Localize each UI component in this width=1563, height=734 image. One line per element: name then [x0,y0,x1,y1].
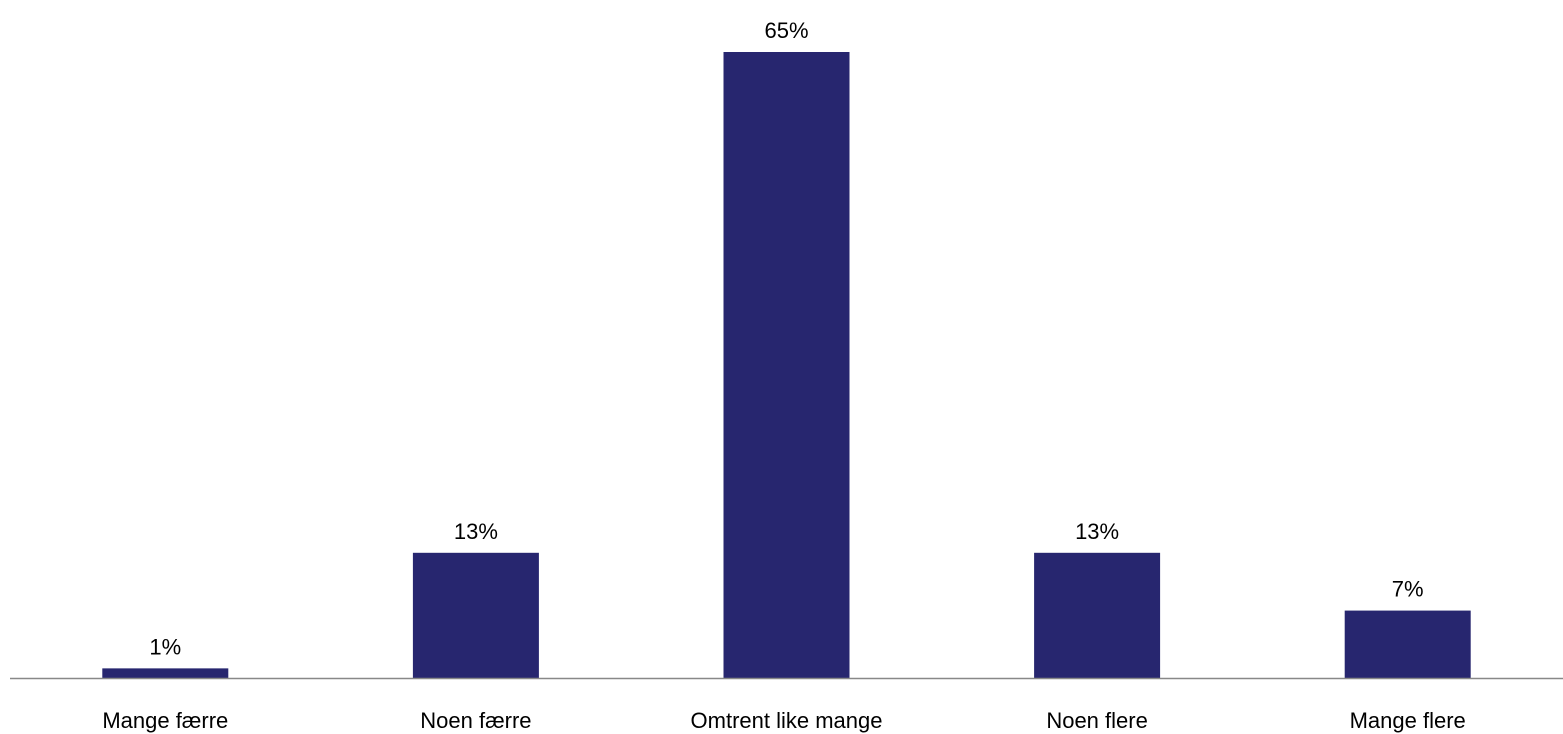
category-tick-label: Mange færre [102,708,228,733]
bar-value-label: 65% [764,18,808,43]
bar-value-label: 7% [1392,577,1424,602]
bar [412,552,539,678]
category-labels-layer: Mange færre Noen færre Omtrent like mange N… [102,708,1465,733]
category-tick-label: Mange flere [1350,708,1466,733]
category-tick-label: Omtrent like mange [691,708,883,733]
bar-value-label: 13% [1075,519,1119,544]
value-labels-layer: 1% 13% 65% 13% 7% [149,18,1423,659]
bars-layer [102,52,1471,678]
bar [1344,610,1471,678]
bar [723,52,850,678]
category-tick-label: Noen færre [420,708,531,733]
bar [1034,552,1161,678]
category-tick-label: Noen flere [1046,708,1148,733]
bar-value-label: 13% [454,519,498,544]
bar-value-label: 1% [149,634,181,659]
bar [102,668,229,678]
